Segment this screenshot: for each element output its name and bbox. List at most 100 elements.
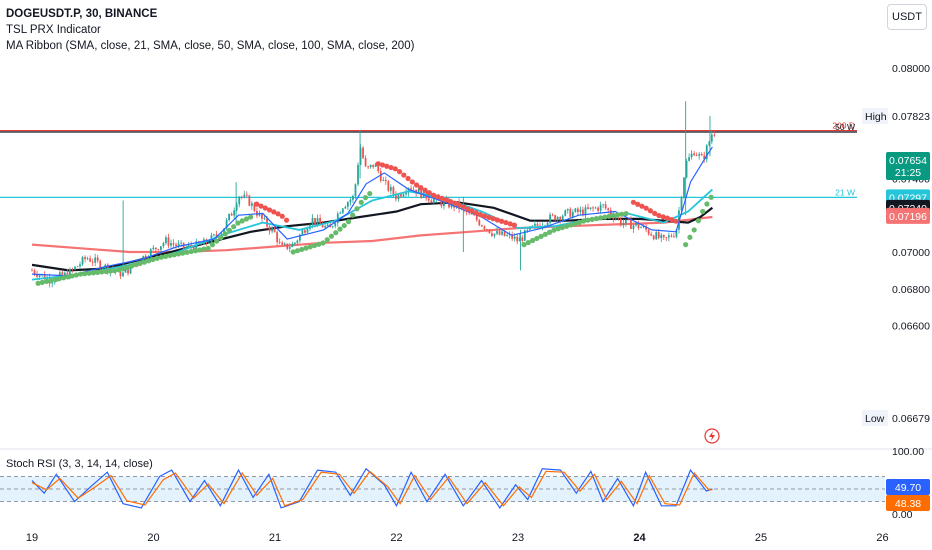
lightning-glyph [709, 431, 715, 441]
tsl-dot [231, 224, 237, 230]
tsl-dot [630, 199, 637, 205]
tsl-dot [124, 264, 130, 270]
tsl-indicator-label[interactable]: TSL PRX Indicator [6, 24, 101, 36]
tsl-dot [593, 216, 599, 222]
candle-body [357, 164, 359, 185]
candle-body [554, 215, 557, 221]
tsl-dot [107, 268, 113, 274]
candle-body [359, 147, 362, 165]
currency-button[interactable]: USDT [887, 4, 927, 30]
price-badge-countdown: 21:25 [895, 167, 921, 179]
candle-body [698, 154, 701, 156]
candle-body [306, 229, 309, 233]
tsl-dot [158, 254, 164, 260]
candle-body [410, 188, 412, 190]
high-value: 0.07823 [892, 111, 930, 123]
tsl-dot [116, 267, 122, 273]
candle-body [569, 208, 572, 217]
candle-body [480, 225, 483, 227]
candle-body [395, 194, 397, 200]
tsl-dot [615, 212, 621, 218]
tsl-dot [422, 187, 428, 193]
candle-body [389, 187, 392, 191]
stoch-rsi-label[interactable]: Stoch RSI (3, 3, 14, 14, close) [6, 458, 153, 470]
candle-body [619, 218, 622, 226]
candle-body [177, 243, 180, 246]
price-badge [886, 207, 930, 224]
candle-body [258, 213, 261, 216]
candle-body [501, 231, 503, 235]
candle-body [427, 198, 430, 201]
candle-body [647, 229, 650, 235]
candle-body [503, 231, 506, 236]
candle-body [551, 214, 554, 216]
high-badge [862, 108, 888, 124]
stoch-d-line [31, 470, 713, 507]
candle-body [324, 225, 327, 228]
candle-body [688, 157, 690, 161]
candle-body [592, 207, 594, 209]
candle-body [71, 269, 74, 271]
stoch-value-badge [886, 495, 930, 511]
candle-body [493, 233, 496, 236]
symbol-title[interactable]: DOGEUSDT.P, 30, BINANCE [6, 8, 158, 20]
tsl-dot [643, 205, 649, 211]
x-tick-label: 21 [269, 532, 281, 544]
tsl-dot [150, 256, 156, 263]
candle-body [556, 217, 559, 221]
candle-body [129, 264, 132, 274]
candle-body [483, 226, 486, 230]
tsl-dot [691, 227, 697, 233]
tsl-dot [384, 163, 390, 169]
candle-body [710, 134, 713, 142]
tsl-dot [708, 194, 714, 200]
tsl-dot [248, 214, 254, 220]
tsl-dot [460, 204, 466, 210]
candle-body [261, 213, 263, 219]
tsl-dot [435, 194, 441, 200]
candle-body [367, 166, 370, 168]
candle-body [253, 203, 256, 212]
tsl-dot [443, 197, 449, 203]
candle-body [473, 214, 476, 216]
candle-body [154, 247, 157, 250]
tsl-dot [439, 195, 445, 202]
tsl-dot [542, 231, 548, 237]
candle-body [587, 207, 589, 209]
tsl-dot [481, 213, 488, 219]
candle-body [642, 226, 645, 228]
candle-body [248, 195, 251, 206]
ma-ribbon-label[interactable]: MA Ribbon (SMA, close, 21, SMA, close, 5… [6, 40, 415, 52]
candle-body [268, 226, 271, 232]
tsl-dot [606, 213, 612, 219]
tsl-dot [201, 246, 207, 252]
candle-body [402, 194, 405, 197]
candle-body [602, 204, 605, 206]
y-tick-label: 0.08000 [892, 63, 930, 75]
candle-body [675, 229, 678, 237]
candle-body [38, 275, 41, 277]
level-label: 50 W [835, 122, 855, 132]
tsl-dot [396, 169, 403, 175]
candle-body [228, 213, 231, 220]
candle-body [673, 236, 675, 238]
tsl-dot [209, 242, 216, 248]
candle-body [708, 141, 711, 146]
candle-body [377, 163, 380, 172]
candle-body [662, 234, 665, 238]
candle-body [478, 220, 481, 226]
price-badge-value: 0.07654 [889, 155, 927, 167]
candle-body [172, 243, 175, 245]
tsl-dot [619, 211, 625, 217]
tsl-dot [456, 202, 462, 208]
low-value: 0.06679 [892, 413, 930, 425]
candle-body [685, 160, 688, 178]
candle-body [281, 242, 284, 245]
tsl-dot [576, 219, 582, 225]
candle-body [319, 218, 322, 224]
candle-body [283, 243, 286, 245]
candle-body [670, 235, 673, 237]
tsl-dot [447, 199, 454, 205]
tsl-dot [503, 219, 509, 226]
